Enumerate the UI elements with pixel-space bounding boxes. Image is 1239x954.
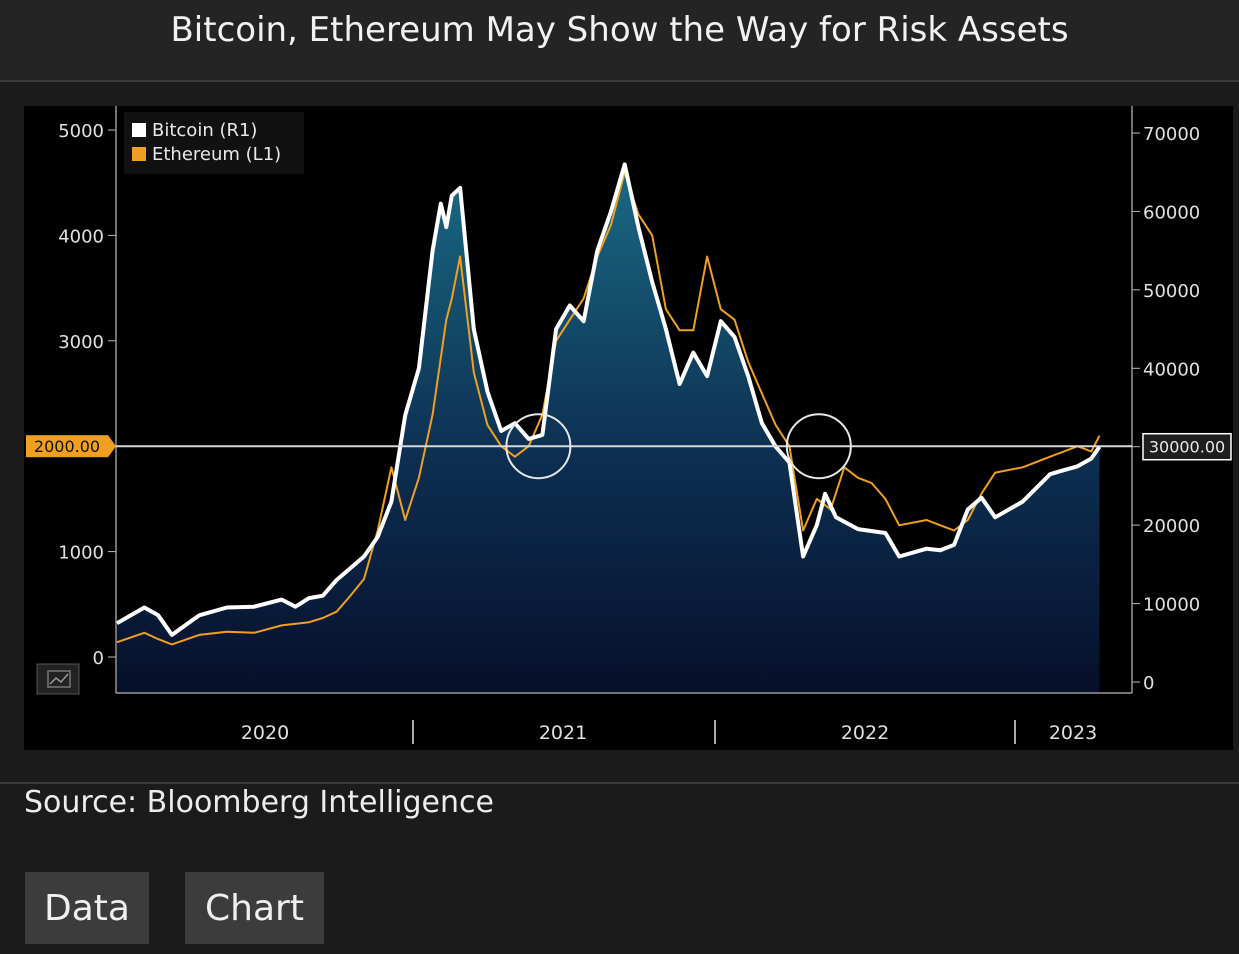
left-reference-pointer	[108, 435, 116, 458]
divider	[0, 782, 1239, 784]
chart-panel: 5000 4000 3000 2000.00 1000 0 70000 60000 50000 4…	[0, 82, 1239, 782]
left-tick-label: 2000.00	[34, 437, 100, 456]
legend-box	[124, 112, 304, 174]
right-tick-label: 10000	[1143, 595, 1200, 616]
right-tick-label: 40000	[1143, 359, 1200, 380]
data-button[interactable]: Data	[25, 872, 149, 944]
page-title: Bitcoin, Ethereum May Show the Way for R…	[170, 10, 1069, 50]
right-tick-label: 0	[1143, 673, 1154, 694]
left-tick-label: 4000	[58, 226, 104, 247]
price-chart: 5000400030002000.00100007000060000500004…	[24, 106, 1233, 750]
left-tick-label: 1000	[58, 543, 104, 564]
annotation-circle	[785, 413, 852, 480]
right-tick-label: 60000	[1143, 202, 1200, 223]
chart-button[interactable]: Chart	[185, 872, 324, 944]
legend-swatch-ethereum	[132, 147, 146, 161]
right-tick-label: 70000	[1143, 124, 1200, 145]
x-tick-label: 2022	[841, 722, 889, 744]
header-bar: Bitcoin, Ethereum May Show the Way for R…	[0, 0, 1239, 82]
legend-label-bitcoin: Bitcoin (R1)	[152, 120, 257, 141]
left-tick-label: 3000	[58, 332, 104, 353]
chart-type-icon[interactable]	[36, 663, 80, 695]
left-tick-label: 5000	[58, 121, 104, 142]
bitcoin-line	[116, 162, 1102, 637]
left-reference-badge	[26, 435, 108, 458]
right-tick-label: 20000	[1143, 516, 1200, 537]
right-tick-label: 30000.00	[1149, 438, 1225, 457]
legend-label-ethereum: Ethereum (L1)	[152, 144, 281, 165]
x-tick-label: 2020	[241, 722, 289, 744]
right-tick-label: 50000	[1143, 281, 1200, 302]
annotation-circle	[505, 413, 572, 480]
x-tick-label: 2023	[1049, 722, 1097, 744]
right-reference-badge	[1142, 432, 1232, 461]
left-tick-label: 0	[93, 648, 104, 669]
source-note: Source: Bloomberg Intelligence	[24, 785, 494, 820]
legend-swatch-bitcoin	[132, 123, 146, 137]
x-tick-label: 2021	[539, 722, 587, 744]
